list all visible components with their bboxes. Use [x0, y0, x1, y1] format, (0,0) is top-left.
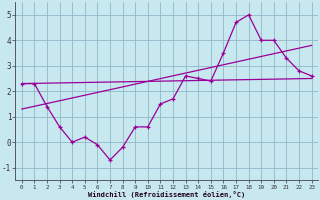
X-axis label: Windchill (Refroidissement éolien,°C): Windchill (Refroidissement éolien,°C) [88, 191, 245, 198]
